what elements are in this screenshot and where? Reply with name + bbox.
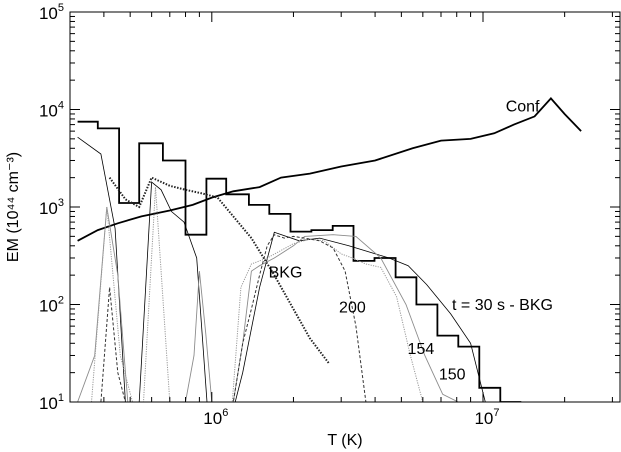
series-line-6 [91,187,424,402]
label-layer: 101 102 103 104 105 106 107 [39,2,500,428]
y-tick-label: 101 [39,392,64,413]
annotation-label: 154 [408,341,435,358]
y-axis-label: EM (10⁴⁴ cm⁻³) [5,152,22,262]
y-tick-label: 102 [39,295,64,316]
series-line-2 [77,120,522,402]
series-line-1 [77,97,582,242]
x-tick-label: 107 [474,407,499,428]
series-layer [77,97,582,402]
annotation-label: BKG [269,264,303,281]
series-line-4 [108,176,330,364]
x-tick-label: 106 [203,407,228,428]
y-tick-label: 103 [39,197,64,218]
x-axis-label: T (K) [327,432,362,449]
tick-layer [69,11,620,403]
annotation-label: t = 30 s - BKG [452,297,553,314]
annotation-label: Conf [506,99,540,116]
plot-frame [69,11,621,403]
series-line-3 [77,136,486,402]
y-tick-label: 104 [39,100,64,121]
series-line-5 [77,206,459,402]
annotation-label: 200 [339,299,366,316]
series-line-7 [81,234,367,402]
annotation-label: 150 [439,367,466,384]
y-tick-label: 105 [39,2,64,23]
